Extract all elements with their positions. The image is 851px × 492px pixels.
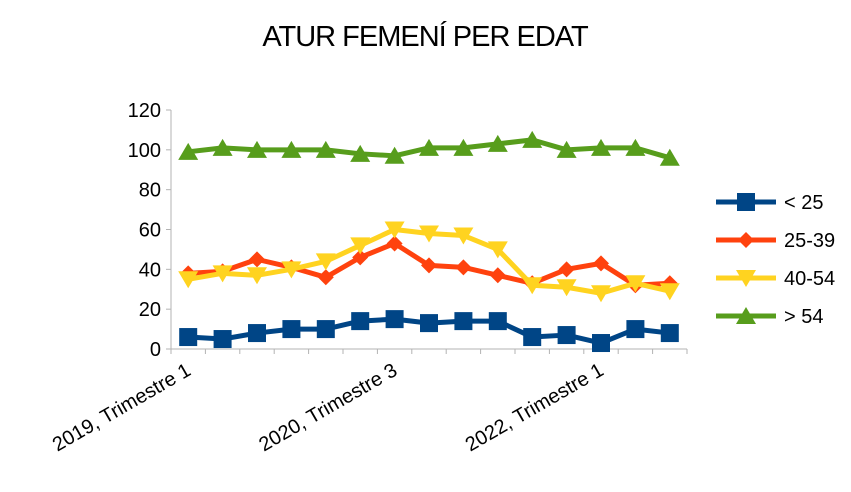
point (420, 314, 438, 333)
y-tick-label: 60 (139, 220, 161, 242)
point (385, 310, 404, 329)
point (626, 320, 645, 339)
legend-label: < 25 (784, 192, 823, 214)
legend-marker (738, 232, 754, 248)
y-tick-label: 40 (139, 259, 161, 281)
point (247, 267, 267, 285)
series (178, 221, 680, 303)
point (558, 261, 575, 278)
point (522, 130, 543, 148)
point (487, 134, 508, 152)
point (316, 320, 335, 339)
chart-title: ATUR FEMENÍ PER EDAT (262, 20, 589, 53)
point (659, 148, 680, 166)
x-tick-label: 2019, Trimestre 1 (49, 359, 195, 456)
point (489, 267, 506, 284)
point (212, 265, 233, 283)
point (592, 334, 610, 353)
point (591, 138, 611, 156)
legend-label: 25-39 (784, 230, 835, 252)
point (248, 324, 266, 343)
point (281, 261, 302, 279)
point (556, 279, 577, 297)
point (593, 255, 609, 272)
point (453, 138, 474, 156)
point (625, 275, 646, 293)
legend-marker (736, 270, 756, 287)
point (247, 140, 267, 158)
y-tick-label: 100 (128, 140, 161, 162)
y-tick-label: 0 (150, 339, 161, 361)
legend-label: > 54 (784, 306, 823, 328)
series (180, 235, 678, 294)
point (249, 251, 265, 268)
x-tick-label: 2022, Trimestre 1 (462, 359, 608, 456)
point (453, 227, 474, 245)
point (659, 283, 680, 301)
point (557, 326, 576, 345)
point (386, 235, 403, 252)
legend-marker (737, 193, 755, 211)
point (625, 138, 646, 156)
x-tick-label: 2020, Trimestre 3 (255, 359, 401, 456)
point (660, 324, 679, 343)
series (179, 310, 679, 353)
y-tick-label: 120 (128, 100, 161, 122)
point (522, 277, 543, 295)
point (317, 269, 334, 286)
series (178, 130, 680, 166)
point (384, 221, 405, 239)
point (556, 140, 577, 158)
point (351, 312, 370, 331)
point (178, 271, 199, 289)
legend-marker (736, 307, 756, 324)
point (352, 249, 369, 266)
point (591, 285, 611, 303)
legend-label: 40-54 (784, 268, 835, 290)
point (488, 312, 507, 331)
point (282, 320, 301, 339)
point (455, 259, 472, 276)
point (212, 138, 233, 156)
y-tick-label: 80 (139, 180, 161, 202)
point (350, 144, 371, 162)
point (487, 241, 508, 259)
point (178, 142, 199, 160)
point (523, 328, 542, 347)
point (281, 140, 302, 158)
point (213, 330, 232, 349)
point (419, 225, 439, 243)
point (421, 257, 437, 274)
point (179, 328, 198, 347)
point (384, 146, 405, 164)
y-tick-label: 20 (139, 299, 161, 321)
point (454, 312, 473, 331)
point (315, 140, 336, 158)
point (350, 237, 371, 255)
point (419, 138, 439, 156)
point (315, 253, 336, 271)
